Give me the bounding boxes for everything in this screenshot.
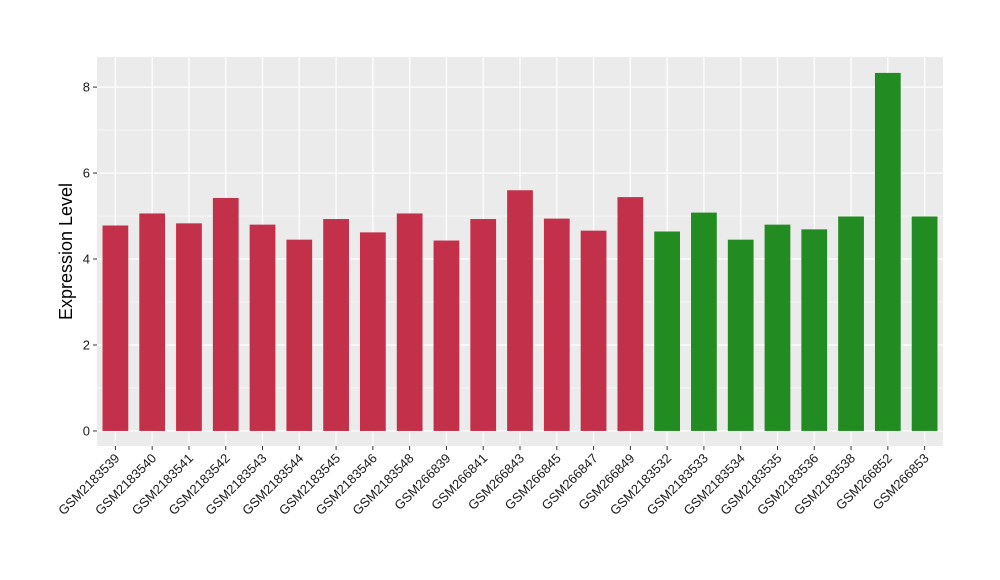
bar [323,219,349,431]
bar [543,218,570,431]
bar [691,212,717,431]
bar [176,223,202,431]
bar [764,224,791,431]
bar [102,225,129,431]
y-axis-title: Expression Level [56,183,76,320]
bar [874,72,901,431]
bar [470,219,497,431]
bar [838,216,864,431]
bar [911,216,938,431]
bar [617,197,644,431]
bar [396,213,423,431]
y-axis: 0 2 4 6 8 [83,80,97,438]
bar [139,213,166,431]
y-tick-label: 6 [83,166,90,181]
bar [249,224,276,431]
y-tick-label: 4 [83,252,90,267]
bar [654,231,681,431]
bar [359,232,386,431]
bar [580,230,607,431]
x-axis: GSM2183539GSM2183540GSM2183541GSM2183542… [55,446,932,518]
y-tick-label: 0 [83,423,90,438]
bar [801,229,828,431]
bar [286,239,313,431]
bar [212,197,239,431]
y-tick-label: 8 [83,80,90,95]
y-tick-label: 2 [83,337,90,352]
bars [102,72,938,431]
bar [433,240,460,431]
bar [507,190,533,431]
bar [727,239,754,431]
